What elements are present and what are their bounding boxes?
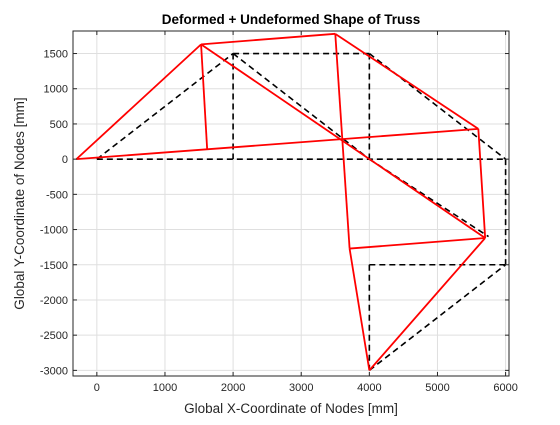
y-tick-label: -3000 <box>40 365 68 377</box>
x-tick-label: 2000 <box>221 382 245 394</box>
undeformed-member <box>368 52 507 160</box>
deformed-member <box>75 43 202 160</box>
y-tick-label: 500 <box>50 119 68 131</box>
plot-frame <box>72 30 510 377</box>
x-tick-label: 4000 <box>357 382 381 394</box>
plot-area <box>73 31 509 376</box>
chart-title: Deformed + Undeformed Shape of Truss <box>162 12 420 27</box>
y-tick-label: 1500 <box>44 49 68 61</box>
x-axis-label: Global X-Coordinate of Nodes [mm] <box>184 401 398 416</box>
y-tick-label: 0 <box>62 154 68 166</box>
deformed-member <box>349 237 486 250</box>
y-tick-label: 1000 <box>44 84 68 96</box>
y-tick-label: -2500 <box>40 330 68 342</box>
y-tick-label: -2000 <box>40 295 68 307</box>
x-tick-label: 6000 <box>493 382 517 394</box>
y-axis-label: Global Y-Coordinate of Nodes [mm] <box>12 97 27 309</box>
deformed-member <box>200 44 209 151</box>
y-tick-label: -500 <box>46 189 68 201</box>
deformed-member <box>348 248 371 371</box>
deformed-member <box>477 128 487 239</box>
x-tick-label: 3000 <box>289 382 313 394</box>
y-tick-label: -1000 <box>40 225 68 237</box>
x-tick-label: 5000 <box>425 382 449 394</box>
deformed-series <box>75 32 487 371</box>
deformed-member <box>368 237 486 371</box>
deformed-member <box>334 33 479 130</box>
x-tick-label: 1000 <box>153 382 177 394</box>
deformed-member <box>76 127 479 161</box>
x-tick-labels: 0 1000 2000 3000 4000 5000 6000 <box>94 382 518 394</box>
deformed-member <box>334 33 351 249</box>
y-tick-labels: -3000 -2500 -2000 -1500 -1000 -500 0 500 1000 150… <box>40 49 68 378</box>
undeformed-member <box>368 264 507 371</box>
deformed-member <box>201 32 336 46</box>
axis-ticks <box>73 31 509 376</box>
undeformed-member <box>232 52 370 160</box>
undeformed-member <box>96 52 234 160</box>
x-tick-label: 0 <box>94 382 100 394</box>
y-tick-label: -1500 <box>40 260 68 272</box>
